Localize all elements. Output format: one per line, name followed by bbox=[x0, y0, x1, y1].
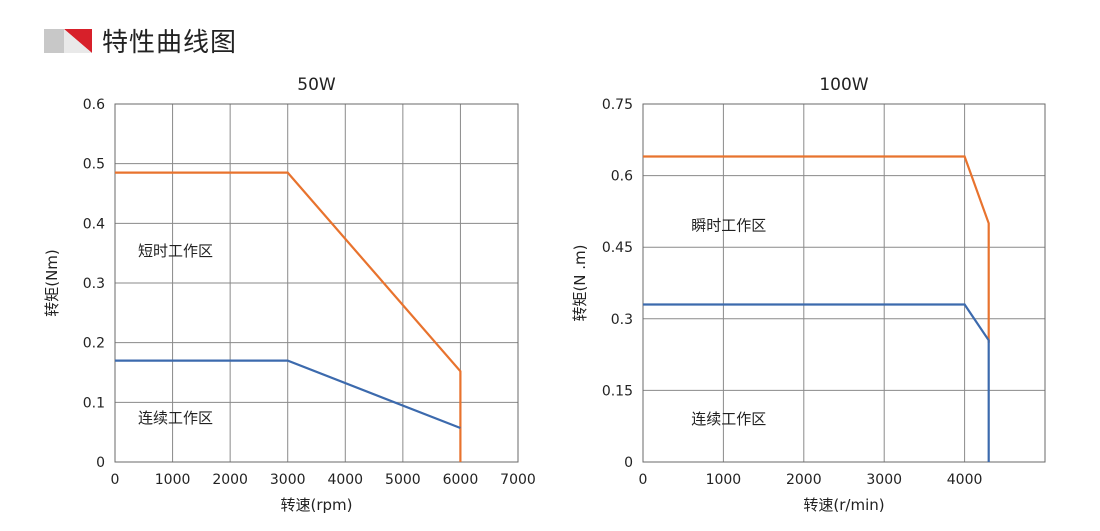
chart1-y-tick-label-4: 0.4 bbox=[83, 216, 105, 232]
chart2-annotation-1: 连续工作区 bbox=[691, 410, 766, 428]
chart2-x-tick-label-0: 0 bbox=[639, 472, 648, 488]
chart1-annotation-0: 短时工作区 bbox=[138, 242, 213, 260]
chart2-y-tick-label-2: 0.3 bbox=[611, 312, 633, 328]
chart2-x-tick-label-3: 3000 bbox=[866, 472, 902, 488]
chart1-series-line-1 bbox=[115, 359, 461, 430]
chart2-plot-frame bbox=[642, 103, 1046, 463]
chart2-y-tick-label-0: 0 bbox=[624, 455, 633, 471]
section-header: 特性曲线图 bbox=[44, 20, 444, 60]
chart2-x-tick-label-2: 2000 bbox=[786, 472, 822, 488]
chart1-y-tick-label-0: 0 bbox=[96, 455, 105, 471]
chart1-y-tick-label-2: 0.2 bbox=[83, 336, 105, 352]
chart1-x-tick-label-7: 7000 bbox=[500, 472, 536, 488]
logo-gray-block bbox=[44, 29, 64, 53]
chart2-y-tick-label-4: 0.6 bbox=[611, 169, 633, 185]
chart1-y-tick-label-5: 0.5 bbox=[83, 157, 105, 173]
chart1-y-tick-label-1: 0.1 bbox=[83, 395, 105, 411]
chart2-y-tick-label-5: 0.75 bbox=[602, 97, 633, 113]
chart1-x-axis-label: 转速(rpm) bbox=[280, 496, 352, 514]
chart1-x-tick-label-4: 4000 bbox=[327, 472, 363, 488]
chart1-series-line-0 bbox=[115, 171, 462, 462]
chart2-y-tick-label-1: 0.15 bbox=[602, 383, 633, 399]
chart1-y-tick-label-3: 0.3 bbox=[83, 276, 105, 292]
chart2-y-axis-label: 转矩(N .m) bbox=[571, 244, 589, 321]
logo-light-triangle bbox=[64, 29, 92, 53]
chart1-x-tick-label-5: 5000 bbox=[385, 472, 421, 488]
chart1-x-tick-label-6: 6000 bbox=[443, 472, 479, 488]
chart2-annotation-0: 瞬时工作区 bbox=[691, 216, 766, 234]
chart1-y-axis-label: 转矩(Nm) bbox=[43, 249, 61, 317]
chart2-series-line-1 bbox=[643, 303, 990, 462]
chart2-x-tick-label-1: 1000 bbox=[706, 472, 742, 488]
chart1-x-tick-label-3: 3000 bbox=[270, 472, 306, 488]
chart1-x-tick-label-1: 1000 bbox=[155, 472, 191, 488]
chart1-x-tick-label-2: 2000 bbox=[212, 472, 248, 488]
chart2-title: 100W bbox=[819, 75, 868, 95]
chart1-plot-frame bbox=[114, 103, 519, 463]
chart2-x-axis-label: 转速(r/min) bbox=[803, 496, 884, 514]
chart2-x-tick-label-4: 4000 bbox=[947, 472, 983, 488]
red-triangle-banner-icon bbox=[44, 29, 92, 53]
chart2-y-tick-label-3: 0.45 bbox=[602, 240, 633, 256]
chart2-series-line-0 bbox=[643, 155, 990, 343]
chart1-x-tick-label-0: 0 bbox=[111, 472, 120, 488]
chart1-y-tick-label-6: 0.6 bbox=[83, 97, 105, 113]
chart1-annotation-1: 连续工作区 bbox=[138, 409, 213, 427]
chart1-title: 50W bbox=[297, 75, 336, 95]
page-title: 特性曲线图 bbox=[102, 28, 238, 58]
